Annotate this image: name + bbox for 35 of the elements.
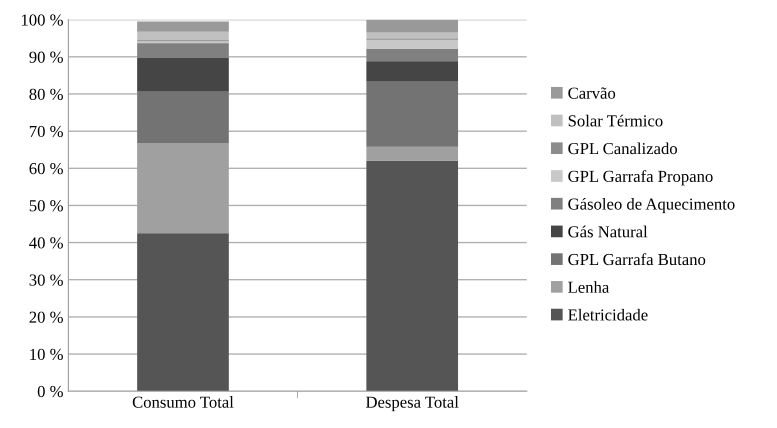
bar (366, 20, 458, 32)
bar (366, 49, 458, 62)
legend-label: Carvão (568, 87, 616, 99)
bar (366, 146, 458, 161)
legend-label: GPL Garrafa Butano (568, 253, 706, 266)
legend-label: Eletricidade (568, 308, 648, 321)
y-tick-label: 80 % (29, 88, 63, 100)
x-tick-label: Consumo Total (132, 396, 234, 408)
bar (137, 233, 229, 392)
y-tick-label: 90 % (29, 52, 63, 63)
x-tick-label: Despesa Total (366, 396, 459, 412)
legend-label: Lenha (568, 281, 610, 293)
y-tick-label: 70 % (30, 126, 63, 138)
bar (137, 143, 229, 234)
y-tick-label: 100 % (22, 14, 63, 26)
legend-label: GPL Garrafa Propano (568, 170, 713, 186)
y-tick-label: 40 % (29, 237, 63, 249)
legend-label: GPL Canalizado (568, 142, 677, 154)
y-tick-label: 0 % (38, 386, 63, 398)
legend-label: Gás Natural (568, 226, 648, 238)
y-tick-label: 50 % (30, 200, 63, 212)
bar (366, 160, 458, 392)
bar (366, 81, 458, 147)
y-tick-label: 20 % (30, 312, 63, 323)
bar (137, 22, 229, 32)
y-tick-label: 30 % (30, 274, 63, 286)
bar (137, 43, 229, 58)
legend-label: Gásoleo de Aquecimento (568, 198, 735, 214)
bar (366, 61, 458, 82)
legend-label: Solar Térmico (568, 114, 663, 126)
y-tick-label: 10 % (30, 348, 63, 360)
y-tick-label: 60 % (30, 162, 63, 174)
bar (137, 32, 229, 40)
bar (137, 58, 229, 92)
bar (137, 91, 229, 144)
